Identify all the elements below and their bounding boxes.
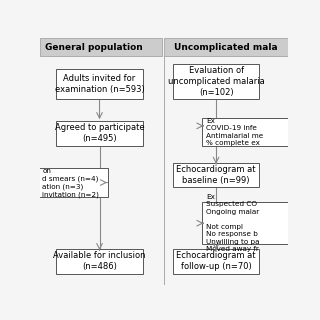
FancyBboxPatch shape — [56, 249, 143, 274]
Text: Available for inclusion
(n=486): Available for inclusion (n=486) — [53, 251, 146, 271]
Text: General population: General population — [45, 43, 143, 52]
Text: Adults invited for
examination (n=593): Adults invited for examination (n=593) — [55, 74, 144, 94]
FancyBboxPatch shape — [56, 121, 143, 146]
FancyBboxPatch shape — [56, 69, 143, 99]
FancyBboxPatch shape — [164, 38, 288, 56]
FancyBboxPatch shape — [39, 168, 108, 197]
Text: on
d smears (n=4)
ation (n=3)
invitation (n=2): on d smears (n=4) ation (n=3) invitation… — [43, 168, 99, 197]
Text: Agreed to participate
(n=495): Agreed to participate (n=495) — [55, 123, 144, 143]
Text: Evaluation of
uncomplicated malaria
(n=102): Evaluation of uncomplicated malaria (n=1… — [168, 66, 264, 97]
Text: Ex
Suspected CO
Ongoing malar

Not compl
No response b
Unwilling to pa
Moved awa: Ex Suspected CO Ongoing malar Not compl … — [206, 194, 260, 252]
FancyBboxPatch shape — [173, 64, 260, 99]
FancyBboxPatch shape — [173, 163, 260, 188]
FancyBboxPatch shape — [173, 249, 260, 274]
Text: Echocardiogram at
baseline (n=99): Echocardiogram at baseline (n=99) — [176, 165, 256, 185]
FancyBboxPatch shape — [203, 202, 289, 244]
Text: Uncomplicated mala: Uncomplicated mala — [174, 43, 278, 52]
FancyBboxPatch shape — [40, 38, 162, 56]
FancyBboxPatch shape — [203, 118, 289, 146]
Text: Echocardiogram at
follow-up (n=70): Echocardiogram at follow-up (n=70) — [176, 251, 256, 271]
Text: Ex
COVID-19 infe
Antimalarial me
% complete ex: Ex COVID-19 infe Antimalarial me % compl… — [206, 118, 263, 146]
